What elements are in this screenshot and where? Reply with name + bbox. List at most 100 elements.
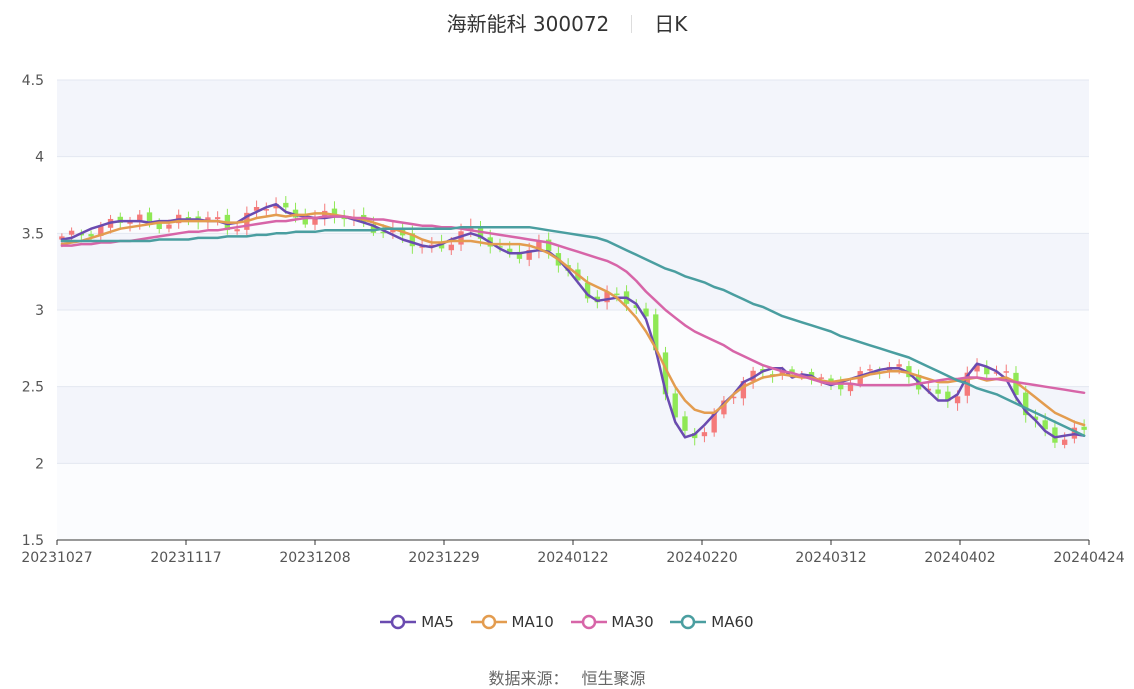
candle-body <box>185 217 192 219</box>
moving-average-lines <box>60 202 1086 439</box>
candle-body <box>88 234 94 237</box>
candle-body <box>672 393 678 418</box>
candle-body <box>448 244 454 251</box>
candle-body <box>974 364 980 372</box>
candle-body <box>633 305 639 309</box>
candle-body <box>341 217 347 220</box>
candle-body <box>497 246 503 248</box>
background-bands <box>57 80 1089 540</box>
candle-body <box>380 231 386 234</box>
candle-body <box>954 396 961 404</box>
candle-body <box>701 432 708 437</box>
candle-body <box>59 236 65 240</box>
candle-body <box>847 384 854 392</box>
candle-body <box>945 391 951 402</box>
candle-body <box>146 212 153 222</box>
y-tick-label: 2 <box>35 456 44 472</box>
candle-body <box>205 217 211 222</box>
candle-body <box>730 396 737 399</box>
data-source: 数据来源： 恒生聚源 <box>0 665 1134 689</box>
data-source-label: 数据来源： <box>488 669 569 688</box>
legend-ma10-marker <box>470 614 507 630</box>
candle-body <box>263 209 269 211</box>
candle-body <box>692 433 698 439</box>
background-band <box>57 386 1089 464</box>
legend-item-ma60[interactable]: MA60 <box>670 613 754 631</box>
legend-ma30-marker <box>570 614 607 630</box>
candlestick-chart[interactable]: 1.5 2 2.5 3 3.5 4 4.5 20231027 20231117 20231208… <box>0 0 1134 600</box>
x-tick-label: 20240122 <box>537 550 608 566</box>
candle-body <box>984 366 990 375</box>
period-label: 日K <box>654 12 688 36</box>
candle-body <box>1042 420 1048 430</box>
candle-body <box>253 207 260 211</box>
candle-body <box>117 216 123 223</box>
candle-body <box>507 248 513 255</box>
candle-body <box>653 314 659 351</box>
candle-body <box>477 228 484 239</box>
x-tick-label: 20240402 <box>924 550 995 566</box>
candle-body <box>779 370 785 376</box>
candle-body <box>584 282 591 299</box>
data-source-name: 恒生聚源 <box>581 669 646 688</box>
candle-body <box>331 208 338 216</box>
candle-body <box>662 352 669 395</box>
y-tick-label: 1.5 <box>22 533 44 549</box>
x-tick-label: 20240424 <box>1053 550 1124 566</box>
candle-body <box>614 293 620 296</box>
candle-body <box>68 230 75 235</box>
series-line-ma60 <box>60 225 1086 437</box>
candle-body <box>935 389 941 394</box>
candle-body <box>1081 426 1087 430</box>
candle-body <box>818 377 824 379</box>
legend-ma5-marker <box>380 614 417 630</box>
candle-body <box>867 369 873 371</box>
legend-ma5-label: MA5 <box>421 613 454 631</box>
chart-legend: MA5 MA10 MA30 MA60 <box>0 613 1134 631</box>
series-line-ma30 <box>60 215 1086 395</box>
candle-body <box>896 364 902 367</box>
candle-body <box>643 308 649 317</box>
candle-body <box>721 400 727 415</box>
candle-body <box>156 223 162 230</box>
candle-body <box>166 224 172 229</box>
candle-body <box>828 378 834 383</box>
y-tick-label: 4.5 <box>22 73 44 89</box>
y-tick-label: 3 <box>35 303 44 319</box>
legend-item-ma30[interactable]: MA30 <box>570 613 654 631</box>
candle-body <box>750 370 756 382</box>
x-tick-label: 20240312 <box>795 550 866 566</box>
background-band <box>57 463 1089 540</box>
x-axis: 20231027 20231117 20231208 20231229 20240122… <box>21 539 1125 566</box>
candle-body <box>789 369 795 373</box>
candle-body <box>137 214 143 223</box>
candle-body <box>516 251 523 259</box>
x-tick-label: 20231208 <box>279 550 350 566</box>
x-tick-label: 20231229 <box>408 550 479 566</box>
background-band <box>57 310 1089 387</box>
candle-body <box>993 372 1000 374</box>
candle-body <box>127 221 133 224</box>
candle-body <box>98 225 104 236</box>
legend-ma60-label: MA60 <box>711 613 754 631</box>
candle-body <box>682 416 688 431</box>
candle-body <box>740 381 747 399</box>
candle-body <box>302 215 308 225</box>
y-tick-label: 4 <box>35 150 44 166</box>
candle-body <box>1032 416 1039 420</box>
legend-item-ma5[interactable]: MA5 <box>380 613 454 631</box>
legend-ma10-label: MA10 <box>511 613 554 631</box>
background-band <box>57 80 1089 157</box>
candle-body <box>312 217 318 225</box>
candle-body <box>1061 439 1068 445</box>
x-tick-label: 20240220 <box>666 550 737 566</box>
legend-ma60-marker <box>670 614 707 630</box>
candle-body <box>545 239 552 252</box>
candle-body <box>283 202 289 208</box>
legend-item-ma10[interactable]: MA10 <box>470 613 554 631</box>
legend-ma30-label: MA30 <box>611 613 654 631</box>
candle-body <box>419 246 425 248</box>
candle-body <box>214 217 221 220</box>
candle-body <box>458 231 464 245</box>
y-axis: 1.5 2 2.5 3 3.5 4 4.5 <box>22 73 44 549</box>
